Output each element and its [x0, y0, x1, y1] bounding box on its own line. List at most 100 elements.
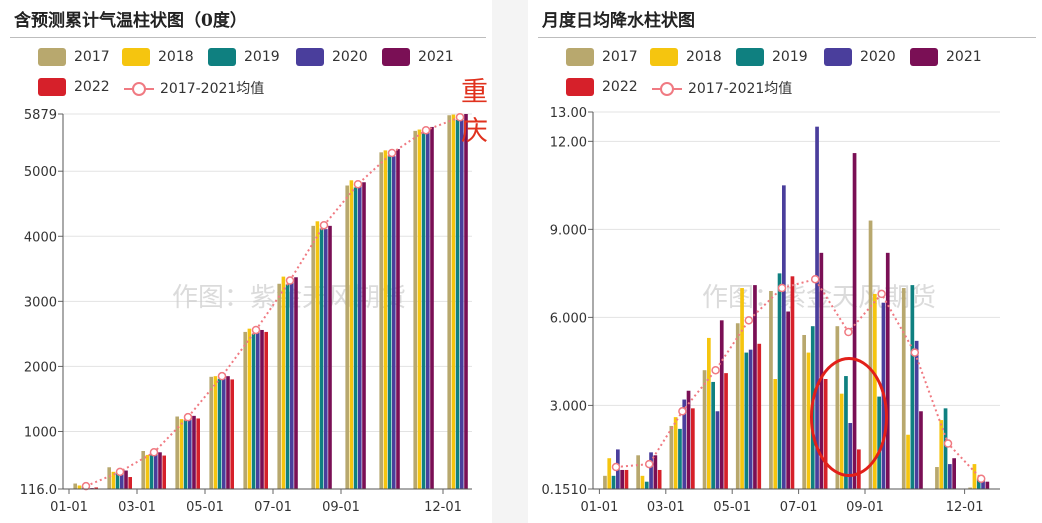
bar-2018-m5	[740, 288, 744, 489]
bar-2022-m5	[230, 379, 234, 489]
y-tick-label: 2000	[24, 360, 57, 375]
bar-2018-m1	[77, 485, 82, 489]
chart-panel-cumulative-temp: 含预测累计气温柱状图（0度） 2017 2018 2019 2020 2021 2022 2…	[0, 0, 492, 523]
bar-2019-m6	[251, 333, 256, 489]
bar-2017-m3	[669, 425, 674, 489]
bar-2017-m5	[209, 376, 213, 489]
bar-2018-m10	[906, 434, 910, 489]
legend-item-2017[interactable]: 2017	[38, 48, 110, 66]
bar-2019-m4	[711, 381, 715, 489]
bar-2017-m12	[968, 487, 972, 489]
average-point	[976, 474, 986, 484]
chart-panel-precipitation: 月度日均降水柱状图 2017 2018 2019 2020 2021 2022 2017-2…	[528, 0, 1042, 523]
bar-2022-m1	[94, 487, 98, 489]
legend-label: 2018	[686, 49, 722, 65]
bar-2021-m8	[328, 225, 332, 489]
y-tick-label: 0.1510	[542, 483, 588, 498]
bar-2019-m8	[319, 228, 324, 489]
bar-2018-m12	[451, 114, 456, 489]
title-divider	[538, 37, 1036, 38]
average-point	[387, 148, 397, 158]
bar-2021-m9	[885, 252, 890, 489]
bar-2020-m5	[748, 349, 753, 489]
bar-2019-m5	[217, 378, 222, 489]
panel-gap	[492, 0, 528, 523]
bar-2020-m3	[154, 449, 158, 489]
bar-2021-m1	[620, 469, 624, 489]
bar-2018-m2	[111, 471, 116, 489]
average-point	[353, 179, 363, 189]
legend-item-2017[interactable]: 2017	[566, 48, 638, 66]
chart-canvas: 116.0100020003000400050005879作图：紫金天风期货01…	[20, 108, 472, 515]
legend-label: 2017-2021均值	[688, 81, 793, 97]
bar-2020-m12	[460, 119, 464, 489]
average-point	[877, 289, 886, 299]
title-divider	[10, 37, 486, 38]
legend-item-2020[interactable]: 2020	[824, 48, 896, 66]
legend-item-2018[interactable]: 2018	[122, 48, 194, 66]
legend-swatch	[38, 48, 66, 66]
bar-2018-m6	[247, 328, 252, 489]
legend-item-2020[interactable]: 2020	[296, 48, 368, 66]
bar-2019-m3	[149, 454, 154, 489]
x-tick-label: 12-01	[946, 500, 984, 515]
bar-2018-m6	[773, 379, 778, 489]
average-point	[844, 327, 853, 337]
legend-item-avg[interactable]: 2017-2021均值	[652, 78, 792, 98]
legend-swatch	[824, 48, 852, 66]
bar-2018-m4	[179, 419, 184, 489]
bar-2017-m9	[345, 185, 349, 489]
bar-2017-m1	[73, 483, 77, 489]
bar-2020-m10	[914, 340, 919, 489]
legend-swatch	[650, 48, 678, 66]
legend-swatch	[736, 48, 764, 66]
bar-2019-m3	[678, 428, 682, 489]
legend-swatch	[122, 48, 150, 66]
legend-item-2018[interactable]: 2018	[650, 48, 722, 66]
y-tick-label: 5000	[24, 165, 57, 180]
legend-label: 2017	[74, 49, 110, 65]
y-tick-label: 13.00	[550, 106, 587, 121]
legend-item-2019[interactable]: 2019	[208, 48, 280, 66]
legend-item-2021[interactable]: 2021	[910, 48, 982, 66]
bar-2019-m10	[910, 285, 915, 489]
y-tick-label: 5879	[24, 108, 57, 123]
x-tick-label: 07-01	[780, 500, 818, 515]
chart-title: 含预测累计气温柱状图（0度）	[14, 11, 247, 31]
legend-label: 2017	[602, 49, 638, 65]
legend-label: 2022	[74, 79, 110, 95]
y-tick-label: 116.0	[20, 483, 57, 498]
legend-swatch	[208, 48, 236, 66]
bar-2019-m10	[387, 155, 392, 490]
bar-2019-m2	[644, 481, 649, 489]
bar-2019-m12	[976, 478, 981, 489]
x-tick-label: 05-01	[186, 500, 224, 515]
bar-2020-m2	[120, 471, 124, 489]
average-point	[777, 283, 787, 293]
legend-item-2022[interactable]: 2022	[566, 78, 638, 96]
bar-2021-m11	[430, 126, 434, 490]
bar-2021-m5	[753, 285, 757, 489]
bar-2017-m2	[636, 455, 640, 489]
y-tick-label: 3000	[24, 295, 57, 310]
legend-label: 2020	[332, 49, 368, 65]
bar-2022-m6	[790, 276, 795, 489]
bar-2018-m1	[607, 458, 612, 489]
bar-2019-m11	[421, 132, 426, 489]
legend-item-avg[interactable]: 2017-2021均值	[124, 78, 264, 98]
legend-item-2021[interactable]: 2021	[382, 48, 454, 66]
bar-2019-m2	[115, 472, 120, 489]
bar-2021-m8	[852, 153, 857, 489]
average-point	[421, 125, 431, 135]
bar-2021-m12	[464, 114, 468, 489]
legend-item-2019[interactable]: 2019	[736, 48, 808, 66]
legend-label: 2020	[860, 49, 896, 65]
bar-2017-m5	[735, 323, 740, 489]
legend-swatch	[566, 78, 594, 96]
average-point	[910, 348, 920, 357]
legend-item-2022[interactable]: 2022	[38, 78, 110, 96]
x-tick-label: 09-01	[846, 500, 884, 515]
bar-2021-m12	[985, 481, 990, 489]
x-tick-label: 07-01	[254, 500, 292, 515]
bar-2017-m3	[141, 450, 145, 489]
